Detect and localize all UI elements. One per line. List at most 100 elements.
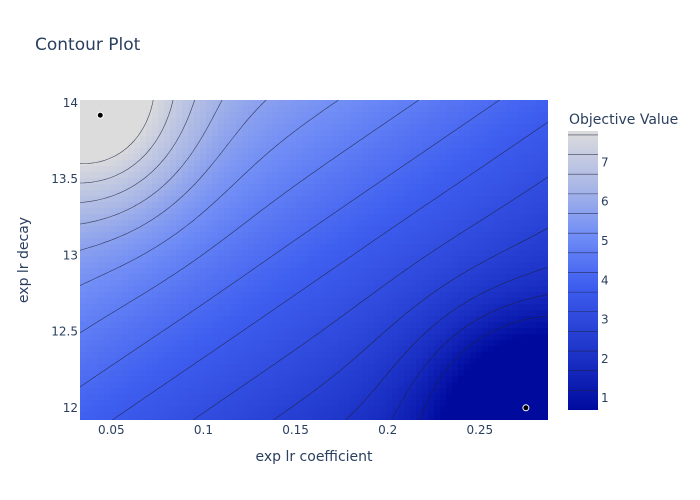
contour-cell [392,172,399,179]
contour-cell [170,346,177,353]
contour-cell [236,322,243,329]
contour-cell [374,208,381,215]
contour-cell [188,400,195,407]
contour-cell [536,400,543,407]
contour-cell [404,412,411,419]
contour-cell [278,418,285,420]
contour-cell [422,388,429,395]
contour-cell [368,370,375,377]
contour-cell [272,148,279,155]
contour-cell [296,328,303,335]
contour-cell [266,172,273,179]
contour-cell [86,292,93,299]
contour-cell [182,382,189,389]
contour-cell [188,322,195,329]
contour-cell [104,406,111,413]
contour-cell [284,226,291,233]
contour-cell [440,106,447,113]
contour-cell [320,382,327,389]
contour-cell [278,292,285,299]
contour-cell [266,340,273,347]
contour-cell [284,220,291,227]
contour-cell [482,412,489,419]
contour-line [419,315,548,420]
contour-cell [356,166,363,173]
contour-cell [386,382,393,389]
contour-cell [398,274,405,281]
contour-cell [416,184,423,191]
contour-cell [134,406,141,413]
contour-cell [272,154,279,161]
contour-cell [260,328,267,335]
contour-cell [530,406,537,413]
contour-cell [344,196,351,203]
contour-cell [182,316,189,323]
contour-cell [392,196,399,203]
contour-cell [260,226,267,233]
contour-cell [170,382,177,389]
contour-cell [248,190,255,197]
contour-cell [380,154,387,161]
contour-cell [206,220,213,227]
contour-cell [452,220,459,227]
contour-cell [476,346,483,353]
contour-cell [374,394,381,401]
contour-cell [92,202,99,209]
contour-cell [218,172,225,179]
contour-cell [440,142,447,149]
contour-cell [488,394,495,401]
contour-cell [212,334,219,341]
contour-cell [188,364,195,371]
contour-cell [116,316,123,323]
contour-cell [170,250,177,257]
contour-cell [152,322,159,329]
contour-cell [200,310,207,317]
contour-cell [146,406,153,413]
contour-cell [164,328,171,335]
contour-cell [278,370,285,377]
contour-cell [542,136,548,143]
contour-cell [506,142,513,149]
contour-cell [380,382,387,389]
contour-cell [116,298,123,305]
contour-cell [356,310,363,317]
contour-cell [428,274,435,281]
contour-cell [482,202,489,209]
contour-cell [278,142,285,149]
contour-cell [146,394,153,401]
contour-cell [392,328,399,335]
contour-cell [470,106,477,113]
contour-cell [188,382,195,389]
contour-cell [308,316,315,323]
contour-cell [536,418,543,420]
contour-cell [170,394,177,401]
contour-cell [356,220,363,227]
contour-cell [362,304,369,311]
contour-cell [380,388,387,395]
contour-cell [398,112,405,119]
contour-cell [152,376,159,383]
contour-cell [182,226,189,233]
contour-cell [290,352,297,359]
contour-cell [470,346,477,353]
contour-cell [440,352,447,359]
contour-cell [536,112,543,119]
contour-cell [206,100,213,107]
contour-cell [272,400,279,407]
contour-cell [290,208,297,215]
contour-cell [506,220,513,227]
contour-cell [284,214,291,221]
contour-cell [260,382,267,389]
contour-cell [182,358,189,365]
contour-cell [272,394,279,401]
contour-cell [518,418,525,420]
contour-cell [206,328,213,335]
contour-cell [452,202,459,209]
contour-cell [470,412,477,419]
contour-cell [176,328,183,335]
contour-cell [320,154,327,161]
contour-cell [374,124,381,131]
contour-cell [92,388,99,395]
contour-cell [398,214,405,221]
contour-cell [482,238,489,245]
